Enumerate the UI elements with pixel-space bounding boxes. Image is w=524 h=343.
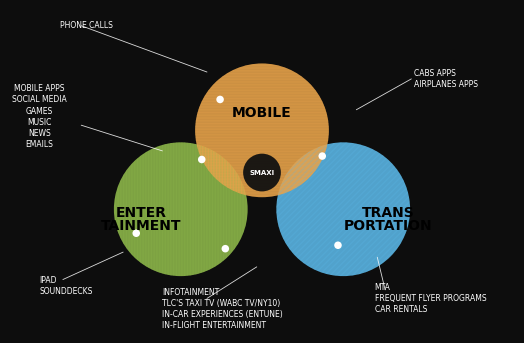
Text: CABS APPS
AIRPLANES APPS: CABS APPS AIRPLANES APPS — [414, 69, 478, 89]
Circle shape — [243, 154, 281, 191]
Circle shape — [216, 96, 224, 103]
Text: MTA
FREQUENT FLYER PROGRAMS
CAR RENTALS: MTA FREQUENT FLYER PROGRAMS CAR RENTALS — [375, 283, 486, 314]
Circle shape — [198, 156, 205, 163]
Circle shape — [334, 241, 342, 249]
Text: SMAXI: SMAXI — [249, 169, 275, 176]
Circle shape — [114, 142, 248, 276]
Text: INFOTAINMENT
TLC'S TAXI TV (WABC TV/NY10)
IN-CAR EXPERIENCES (ENTUNE)
IN-FLIGHT : INFOTAINMENT TLC'S TAXI TV (WABC TV/NY10… — [162, 287, 283, 330]
Text: IPAD
SOUNDDECKS: IPAD SOUNDDECKS — [39, 276, 93, 296]
Circle shape — [195, 63, 329, 197]
Circle shape — [222, 245, 229, 252]
Text: MOBILE APPS
SOCIAL MEDIA
GAMES
MUSIC
NEWS
EMAILS: MOBILE APPS SOCIAL MEDIA GAMES MUSIC NEW… — [12, 84, 67, 149]
Circle shape — [133, 229, 140, 237]
Circle shape — [276, 142, 410, 276]
Text: ENTER
TAINMENT: ENTER TAINMENT — [101, 206, 182, 233]
Text: MOBILE: MOBILE — [232, 106, 292, 120]
Text: TRANS
PORTATION: TRANS PORTATION — [343, 206, 432, 233]
Text: PHONE CALLS: PHONE CALLS — [60, 21, 113, 30]
Circle shape — [319, 152, 326, 160]
